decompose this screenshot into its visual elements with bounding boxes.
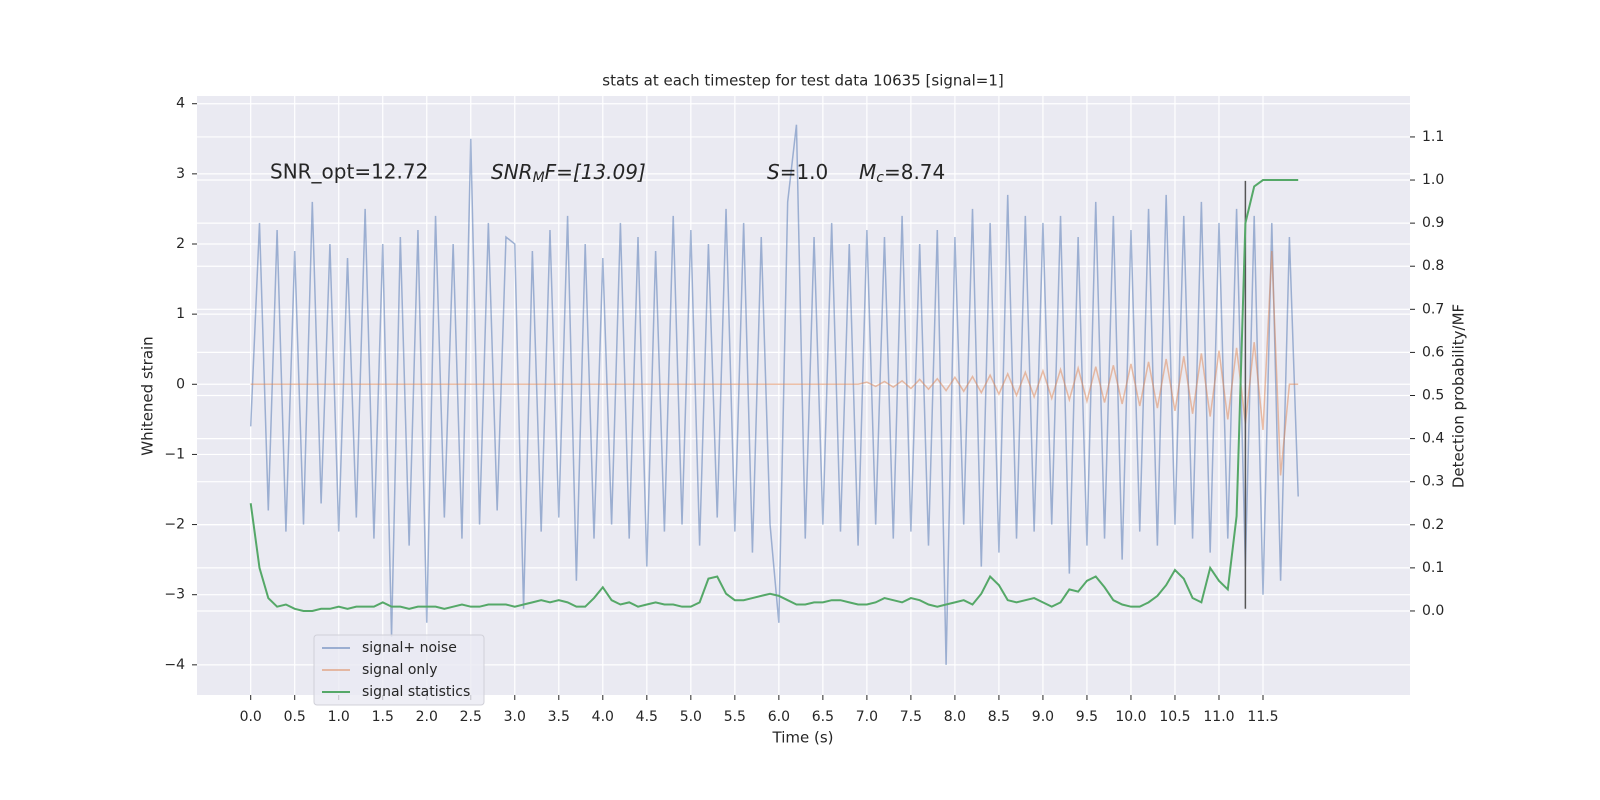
annotation-part: S — [767, 160, 780, 184]
x-tick-label: 6.0 — [768, 709, 790, 725]
series-line — [249, 179, 1299, 612]
x-tick-label: 6.5 — [812, 709, 834, 725]
y2-tick-label: 0.3 — [1422, 474, 1444, 490]
y2-tick-label: 0.9 — [1422, 215, 1444, 231]
x-axis-label: Time (s) — [772, 729, 834, 747]
annotation-sub: M — [533, 170, 545, 186]
x-tick-label: 5.5 — [724, 709, 746, 725]
x-tick-label: 10.5 — [1159, 709, 1190, 725]
x-tick-label: 2.0 — [416, 709, 438, 725]
annotations: SNR_opt=12.72 SNRMF=[13.09] S=1.0 Mc=8.74 — [270, 160, 945, 187]
y-tick-label: 1 — [176, 306, 185, 322]
y-tick-label: 2 — [176, 236, 185, 252]
x-tick-label: 7.5 — [900, 709, 922, 725]
x-tick-label: 11.0 — [1203, 709, 1234, 725]
grid — [197, 96, 1410, 695]
y2-tick-label: 0.8 — [1422, 258, 1444, 274]
axes: 0.0 0.5 1.0 1.5 2.0 2.5 3.0 3.5 4.0 4.5 5.0 5.5 6.0 6… — [164, 96, 1444, 725]
annotation-part: M — [859, 160, 876, 184]
legend-label: signal only — [362, 662, 437, 678]
x-tick-label: 4.0 — [592, 709, 614, 725]
y-tick-label: 4 — [176, 96, 185, 112]
y2-tick-label: 0.2 — [1422, 517, 1444, 533]
legend-label: signal statistics — [362, 684, 470, 700]
annotation: SNRMF=[13.09] — [491, 160, 646, 187]
y2-tick-label: 0.0 — [1422, 603, 1444, 619]
y-tick-label: −2 — [164, 517, 185, 533]
legend-label: signal+ noise — [362, 640, 457, 656]
annotation-part: SNR — [491, 160, 533, 184]
x-tick-label: 8.0 — [944, 709, 966, 725]
annotation-part: =1.0 — [780, 160, 829, 184]
y2-tick-label: 0.1 — [1422, 560, 1444, 576]
annotation-part: F=[13.09] — [545, 160, 646, 184]
x-tick-label: 9.0 — [1032, 709, 1054, 725]
y2-axis-label: Detection probability/MF — [1450, 304, 1468, 488]
x-tick-label: 5.0 — [680, 709, 702, 725]
y-tick-label: −3 — [164, 587, 185, 603]
y2-tick-label: 1.0 — [1422, 172, 1444, 188]
x-tick-label: 0.5 — [284, 709, 306, 725]
x-tick-label: 11.5 — [1247, 709, 1278, 725]
x-tick-label: 0.0 — [240, 709, 262, 725]
y2-tick-label: 0.6 — [1422, 344, 1444, 360]
x-tick-label: 3.5 — [548, 709, 570, 725]
series-line — [250, 250, 1299, 476]
x-tick-label: 3.0 — [504, 709, 526, 725]
x-tick-label: 9.5 — [1076, 709, 1098, 725]
y-tick-label: 0 — [176, 376, 185, 392]
annotation: S=1.0 — [767, 160, 828, 184]
annotation-sub: c — [876, 170, 884, 186]
y-tick-label: −1 — [164, 446, 185, 462]
y2-tick-label: 0.5 — [1422, 388, 1444, 404]
y-axis-label: Whitened strain — [139, 336, 157, 455]
annotation: Mc=8.74 — [859, 160, 945, 187]
x-tick-label: 8.5 — [988, 709, 1010, 725]
plot — [249, 124, 1299, 665]
annotation: SNR_opt=12.72 — [270, 160, 428, 184]
legend: signal+ noise signal only signal statistic… — [313, 634, 485, 706]
y2-tick-label: 0.4 — [1422, 431, 1444, 447]
x-tick-label: 2.5 — [460, 709, 482, 725]
x-tick-label: 4.5 — [636, 709, 658, 725]
annotation-part: =8.74 — [884, 160, 945, 184]
y-tick-label: 3 — [176, 166, 185, 182]
y-tick-label: −4 — [164, 657, 185, 673]
x-tick-label: 7.0 — [856, 709, 878, 725]
chart-title: stats at each timestep for test data 106… — [602, 72, 1003, 90]
legend-box — [313, 634, 485, 706]
x-tick-label: 1.5 — [372, 709, 394, 725]
x-tick-label: 1.0 — [328, 709, 350, 725]
y2-tick-label: 1.1 — [1422, 129, 1444, 145]
y2-tick-label: 0.7 — [1422, 301, 1444, 317]
series-line — [249, 124, 1299, 665]
x-tick-label: 10.0 — [1115, 709, 1146, 725]
